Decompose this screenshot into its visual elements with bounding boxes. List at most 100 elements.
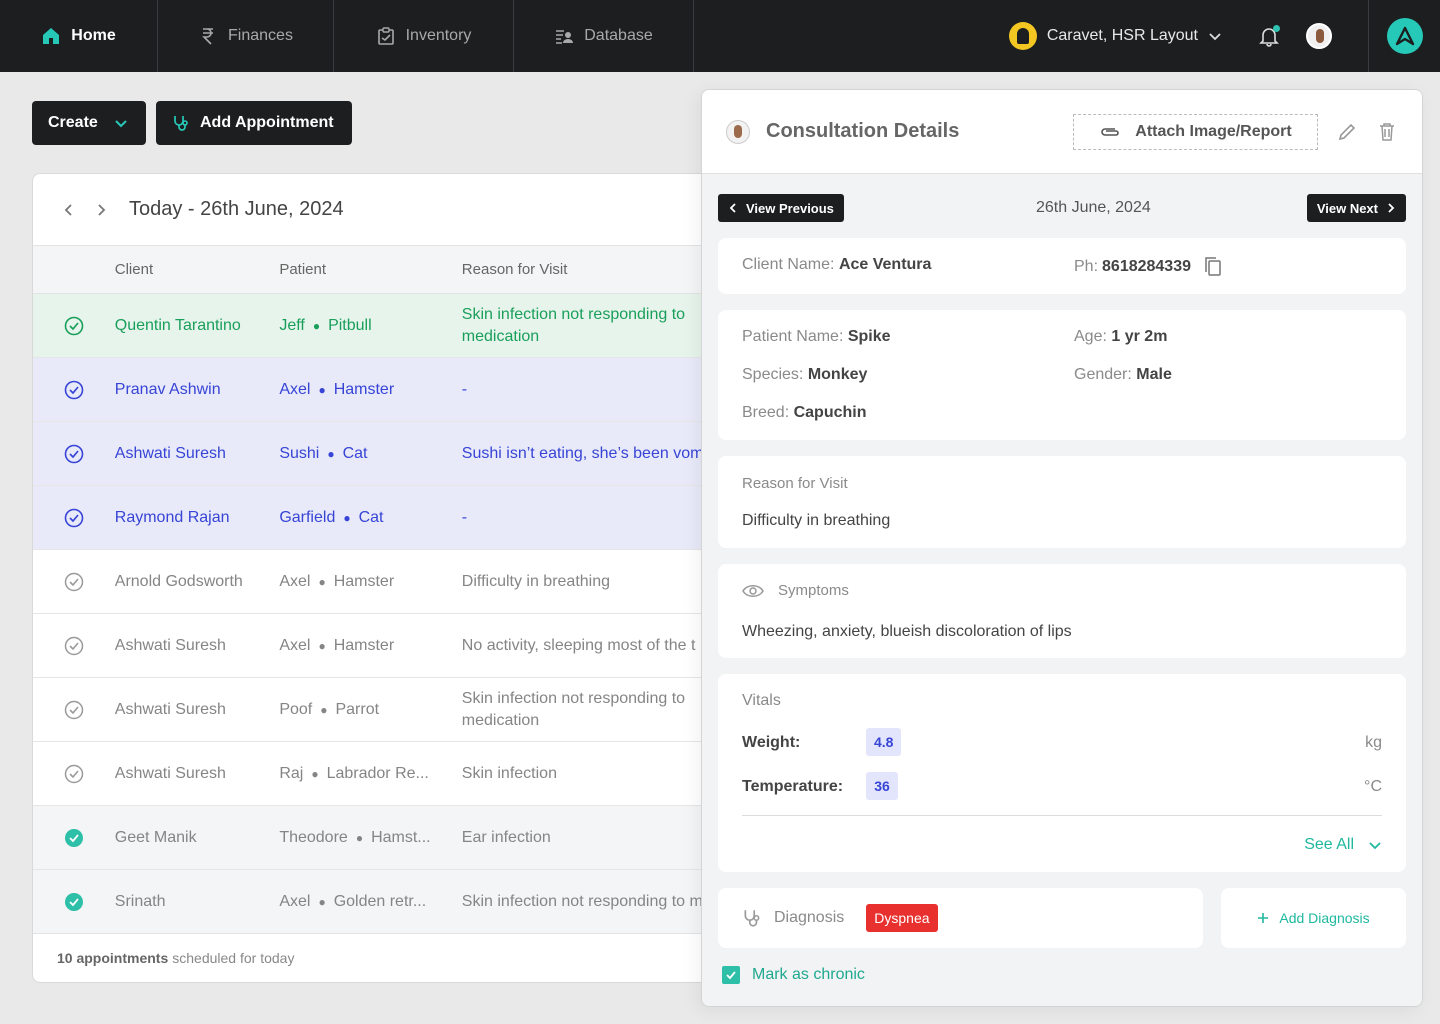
add-diagnosis-button[interactable]: Add Diagnosis <box>1221 888 1406 948</box>
reason-value: Difficulty in breathing <box>742 512 891 529</box>
row-client: Ashwati Suresh <box>114 444 226 462</box>
brand-logo-icon[interactable] <box>1386 18 1423 54</box>
weight-value[interactable]: 4.8 <box>866 728 902 756</box>
column-client: Client <box>114 261 154 278</box>
client-name-value: Ace Ventura <box>838 256 932 273</box>
appointments-footer-text: scheduled for today <box>172 950 295 966</box>
attach-report-button[interactable]: Attach Image/Report <box>1073 114 1318 150</box>
clinic-selector[interactable]: Caravet, HSR Layout <box>1008 22 1222 50</box>
table-row[interactable]: Srinath Axel ● Golden retr... Skin infecti… <box>33 870 751 934</box>
row-reason: Skin infection not responding to medicat… <box>461 689 686 729</box>
home-icon <box>43 28 60 44</box>
clinic-name: Caravet, HSR Layout <box>1046 27 1198 44</box>
tab-inventory[interactable]: Inventory <box>334 0 514 72</box>
row-client: Raymond Rajan <box>114 508 230 526</box>
check-filled-icon <box>64 828 83 847</box>
row-reason: Skin infection not responding to m <box>461 892 703 910</box>
see-all-button[interactable]: See All <box>1304 836 1382 854</box>
row-species: Hamst... <box>371 828 431 846</box>
patient-breed-label: Breed: <box>742 404 790 421</box>
mark-chronic-checkbox[interactable]: Mark as chronic <box>722 966 865 984</box>
table-row[interactable]: Pranav Ashwin Axel ● Hamster - <box>33 358 751 422</box>
top-navigation-bar: Home Finances Inventory Database Caravet… <box>0 0 1440 72</box>
row-patient: Axel ● Hamster <box>279 636 395 654</box>
patient-info-card: Patient Name: Spike Age: 1 yr 2m Species… <box>718 310 1406 440</box>
tab-database[interactable]: Database <box>514 0 694 72</box>
row-pet: Theodore <box>279 828 348 846</box>
row-pet: Poof <box>279 700 313 718</box>
tab-home[interactable]: Home <box>0 0 158 72</box>
diagnosis-card: Diagnosis Dyspnea <box>718 888 1203 948</box>
consultation-header: Consultation Details Attach Image/Report <box>702 90 1422 174</box>
row-patient: Raj ● Labrador Re... <box>279 764 429 782</box>
chevron-left-icon <box>729 203 736 213</box>
row-reason: Ear infection <box>461 828 551 846</box>
check-filled-icon <box>64 892 83 911</box>
row-species: Golden retr... <box>333 892 427 910</box>
row-patient: Sushi ● Cat <box>279 444 368 462</box>
symptoms-value: Wheezing, anxiety, blueish discoloration… <box>742 623 1072 640</box>
user-avatar[interactable] <box>1306 23 1332 49</box>
table-row[interactable]: Geet Manik Theodore ● Hamst... Ear infecti… <box>33 806 751 870</box>
view-previous-button[interactable]: View Previous <box>718 194 844 222</box>
chevron-left-icon[interactable] <box>61 202 77 218</box>
clipboard-icon <box>377 27 394 45</box>
temperature-value[interactable]: 36 <box>866 772 898 800</box>
client-phone-label: Ph: <box>1074 258 1099 275</box>
table-row[interactable]: Quentin Tarantino Jeff ● Pitbull Skin infe… <box>33 294 751 358</box>
add-diagnosis-label: Add Diagnosis <box>1279 910 1370 926</box>
add-appointment-button[interactable]: Add Appointment <box>156 101 352 145</box>
row-species: Hamster <box>333 572 395 590</box>
row-species: Pitbull <box>328 316 372 334</box>
weight-label: Weight: <box>742 734 801 751</box>
consultation-navigation: View Previous 26th June, 2024 View Next <box>718 194 1406 222</box>
check-circle-icon <box>64 380 84 399</box>
plus-icon <box>1258 913 1269 923</box>
notification-bell-icon[interactable] <box>1258 25 1280 47</box>
vitals-label: Vitals <box>742 692 781 709</box>
row-pet: Raj <box>279 764 304 782</box>
patient-species: Species: Monkey <box>742 366 867 384</box>
patient-gender-value: Male <box>1136 366 1172 383</box>
row-pet: Axel <box>279 636 311 654</box>
row-client: Srinath <box>114 892 166 910</box>
table-row[interactable]: Raymond Rajan Garfield ● Cat - <box>33 486 751 550</box>
check-circle-icon <box>64 572 84 591</box>
patient-age: Age: 1 yr 2m <box>1074 328 1167 346</box>
table-row[interactable]: Ashwati Suresh Axel ● Hamster No activity,… <box>33 614 751 678</box>
copy-icon[interactable] <box>1203 256 1223 278</box>
patient-age-label: Age: <box>1074 328 1107 345</box>
table-row[interactable]: Ashwati Suresh Sushi ● Cat Sushi isn’t eat… <box>33 422 751 486</box>
row-patient: Axel ● Golden retr... <box>279 892 427 910</box>
check-circle-icon <box>64 700 84 719</box>
row-patient: Jeff ● Pitbull <box>279 316 372 334</box>
chevron-right-icon <box>1388 203 1395 213</box>
tab-inventory-label: Inventory <box>405 27 472 44</box>
weight-unit: kg <box>1365 734 1382 751</box>
check-circle-icon <box>64 508 84 527</box>
view-next-button[interactable]: View Next <box>1306 194 1406 222</box>
tab-finances[interactable]: Finances <box>158 0 334 72</box>
row-patient: Poof ● Parrot <box>279 700 380 718</box>
trash-icon[interactable] <box>1376 121 1398 143</box>
create-button-label: Create <box>48 114 98 131</box>
consultation-date: 26th June, 2024 <box>1035 199 1151 216</box>
table-row[interactable]: Ashwati Suresh Raj ● Labrador Re... Skin i… <box>33 742 751 806</box>
check-circle-icon <box>64 764 84 783</box>
tab-home-label: Home <box>71 27 116 44</box>
appointments-date-title: Today - 26th June, 2024 <box>129 198 344 220</box>
patient-species-label: Species: <box>742 366 804 383</box>
row-client: Quentin Tarantino <box>114 316 241 334</box>
appointments-count: 10 appointments <box>57 950 169 966</box>
patient-age-value: 1 yr 2m <box>1111 328 1168 345</box>
reason-card: Reason for Visit Difficulty in breathing <box>718 456 1406 548</box>
table-row[interactable]: Arnold Godsworth Axel ● Hamster Difficulty… <box>33 550 751 614</box>
client-name: Client Name: Ace Ventura <box>742 256 931 274</box>
table-row[interactable]: Ashwati Suresh Poof ● Parrot Skin infectio… <box>33 678 751 742</box>
check-circle-icon <box>64 444 84 463</box>
chevron-right-icon[interactable] <box>93 202 109 218</box>
edit-icon[interactable] <box>1336 121 1358 143</box>
diagnosis-tag[interactable]: Dyspnea <box>866 904 938 932</box>
check-circle-icon <box>64 636 84 655</box>
create-button[interactable]: Create <box>32 101 146 145</box>
